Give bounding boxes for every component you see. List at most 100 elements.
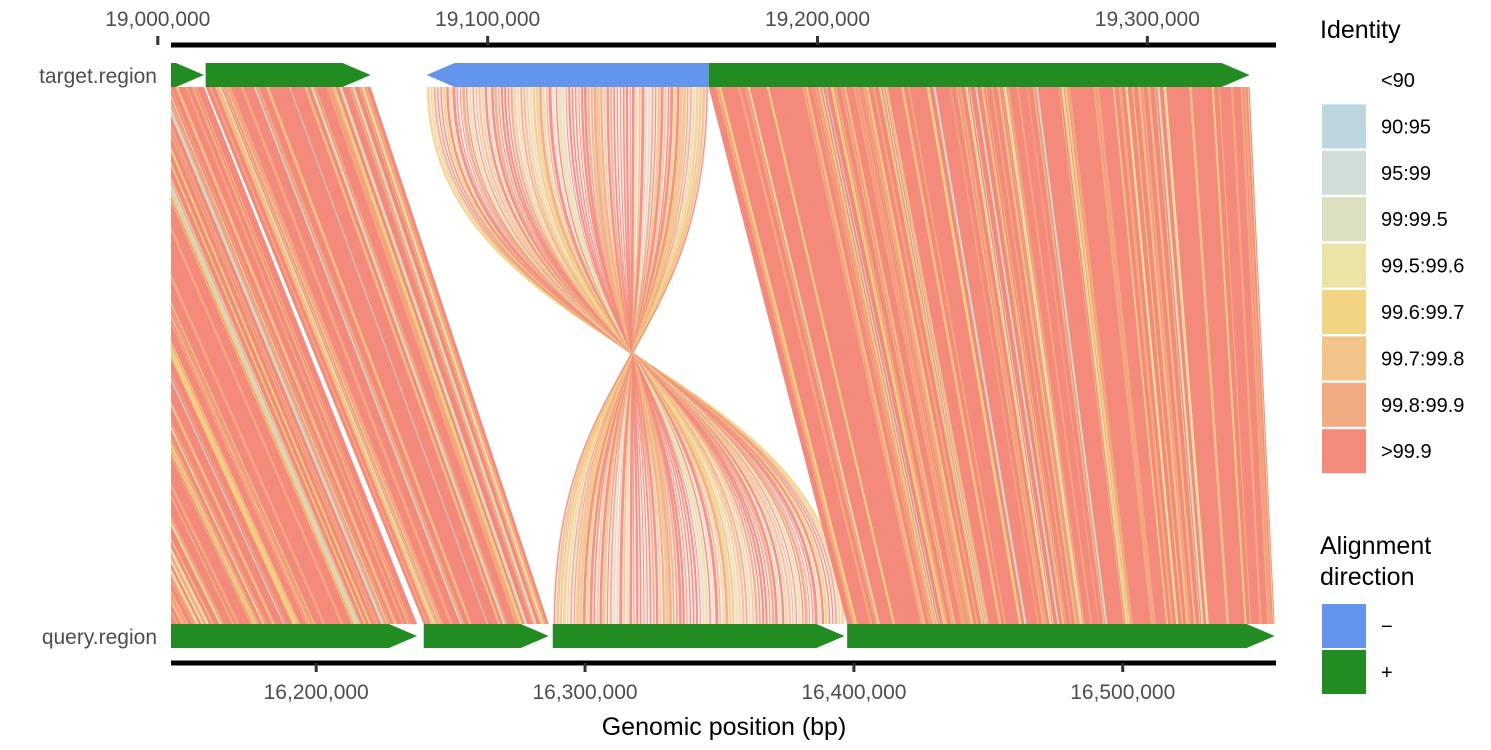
alignment-stripe bbox=[171, 384, 282, 625]
identity-legend-label: 99:99.5 bbox=[1381, 209, 1448, 231]
alignment-stripe bbox=[869, 86, 976, 625]
alignment-stripe bbox=[256, 86, 465, 625]
alignment-stripe bbox=[171, 287, 321, 625]
target-segment-3 bbox=[426, 63, 709, 87]
alignment-stripe bbox=[1160, 86, 1207, 625]
alignment-stripe bbox=[368, 86, 549, 625]
alignment-stripe bbox=[285, 86, 486, 625]
target-tick-label: 19,100,000 bbox=[435, 8, 540, 31]
alignment-stripe bbox=[171, 204, 351, 625]
alignment-stripe bbox=[171, 448, 255, 625]
alignment-stripe bbox=[741, 86, 875, 625]
alignment-stripe bbox=[911, 86, 1009, 625]
alignment-stripe bbox=[955, 86, 1044, 625]
alignment-stripe bbox=[250, 86, 460, 625]
alignment-stripe bbox=[882, 86, 986, 625]
alignment-stripe bbox=[171, 357, 293, 625]
alignment-stripe bbox=[1100, 86, 1158, 625]
alignment-stripe bbox=[171, 425, 265, 625]
alignment-stripe bbox=[320, 86, 513, 625]
alignment-stripe bbox=[273, 86, 476, 625]
alignment-stripe bbox=[1061, 86, 1128, 625]
alignment-stripe bbox=[1170, 86, 1214, 625]
alignment-stripe bbox=[171, 478, 242, 625]
identity-legend-key bbox=[1322, 58, 1366, 102]
alignment-stripe bbox=[1070, 86, 1136, 625]
alignment-stripe bbox=[343, 86, 529, 625]
alignment-stripe bbox=[1080, 86, 1143, 625]
alignment-stripe bbox=[260, 86, 467, 625]
identity-legend-key bbox=[1322, 290, 1366, 334]
alignment-stripe bbox=[171, 413, 270, 625]
alignment-stripe bbox=[171, 182, 359, 625]
alignment-stripe bbox=[171, 430, 263, 625]
alignment-stripe bbox=[171, 500, 232, 625]
alignment-stripe bbox=[171, 307, 313, 625]
query-tick-label: 16,400,000 bbox=[801, 681, 906, 704]
alignment-stripe bbox=[760, 86, 890, 625]
alignment-stripe bbox=[856, 86, 966, 625]
alignment-stripe bbox=[171, 580, 193, 625]
alignment-stripe bbox=[198, 86, 415, 625]
alignment-stripe bbox=[212, 86, 431, 625]
alignment-stripe bbox=[792, 86, 915, 625]
alignment-stripe bbox=[1064, 86, 1131, 625]
alignment-stripe bbox=[1115, 86, 1172, 625]
alignment-stripe bbox=[1106, 86, 1163, 625]
alignment-stripe bbox=[253, 86, 462, 625]
alignment-stripe bbox=[218, 86, 436, 625]
alignment-stripe bbox=[171, 321, 308, 625]
alignment-stripe bbox=[985, 86, 1067, 625]
alignment-stripe bbox=[171, 504, 229, 625]
alignment-stripe bbox=[770, 86, 898, 625]
query-tick-label: 16,200,000 bbox=[264, 681, 369, 704]
alignment-stripe bbox=[171, 583, 192, 625]
alignment-stripe bbox=[1247, 86, 1274, 625]
alignment-stripe bbox=[348, 86, 535, 625]
alignment-stripe bbox=[929, 86, 1025, 625]
alignment-stripe bbox=[171, 189, 357, 625]
alignment-stripe bbox=[171, 532, 217, 625]
identity-legend-key bbox=[1322, 382, 1366, 427]
alignment-stripe bbox=[898, 86, 999, 625]
alignment-stripe bbox=[1237, 86, 1267, 625]
alignment-stripe bbox=[1045, 86, 1116, 625]
alignment-stripe bbox=[247, 86, 458, 625]
alignment-stripe bbox=[171, 389, 280, 625]
alignment-stripe bbox=[355, 86, 539, 625]
alignment-stripe bbox=[171, 253, 334, 625]
alignment-stripe bbox=[920, 86, 1017, 625]
alignment-stripe bbox=[171, 351, 296, 625]
alignment-stripe bbox=[850, 86, 961, 625]
alignment-stripe bbox=[1019, 86, 1096, 625]
alignment-3 bbox=[426, 86, 845, 625]
alignment-stripe bbox=[846, 86, 959, 625]
alignment-stripe bbox=[171, 521, 222, 625]
alignment-stripe bbox=[171, 86, 391, 625]
alignment-stripe bbox=[263, 86, 469, 625]
alignment-stripe bbox=[997, 86, 1078, 625]
alignment-stripe bbox=[981, 86, 1065, 625]
alignment-stripe bbox=[171, 377, 285, 625]
alignment-stripe bbox=[1121, 86, 1177, 625]
query-tick-label: 16,500,000 bbox=[1070, 681, 1175, 704]
alignment-stripe bbox=[718, 86, 858, 625]
alignment-stripe bbox=[834, 86, 949, 625]
alignment-stripe bbox=[171, 124, 379, 625]
alignment-stripe bbox=[171, 199, 353, 625]
alignment-stripe bbox=[865, 86, 974, 625]
alignment-stripe bbox=[914, 86, 1012, 625]
alignment-stripe bbox=[1013, 86, 1090, 625]
alignment-stripe bbox=[1035, 86, 1108, 625]
alignment-stripe bbox=[1039, 86, 1110, 625]
alignment-stripe bbox=[942, 86, 1035, 625]
alignment-stripe bbox=[860, 86, 968, 625]
alignment-stripe bbox=[991, 86, 1072, 625]
alignment-stripe bbox=[763, 86, 893, 625]
alignment-stripe bbox=[317, 86, 510, 625]
alignment-stripe bbox=[244, 86, 455, 625]
alignment-stripe bbox=[171, 259, 331, 625]
alignment-stripe bbox=[786, 86, 911, 625]
alignment-stripe bbox=[238, 86, 450, 625]
alignment-stripe bbox=[917, 86, 1014, 625]
